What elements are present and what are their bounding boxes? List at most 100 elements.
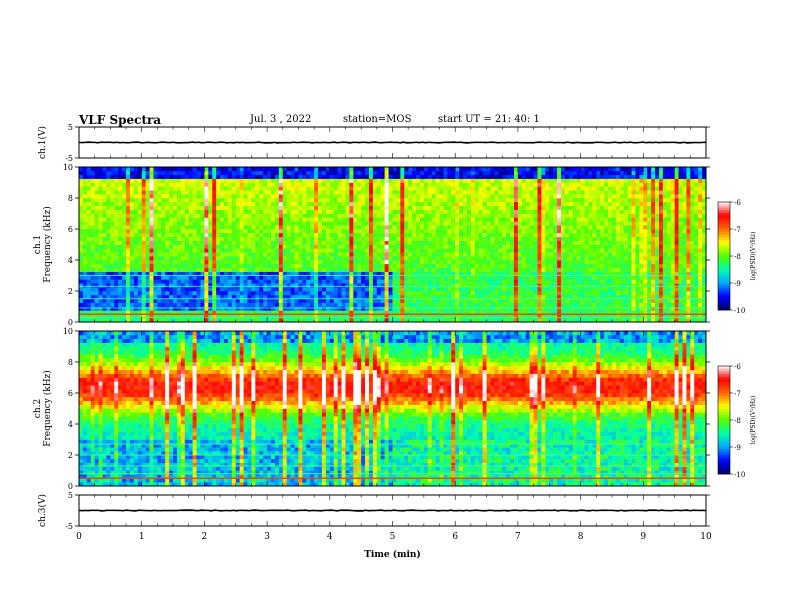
- spectrogram-cell: [416, 240, 421, 245]
- spectrogram-cell: [513, 205, 519, 210]
- spectrogram-cell: [302, 167, 307, 172]
- spectrogram-cell: [192, 236, 197, 241]
- spectrogram-cell: [427, 263, 432, 269]
- spectrogram-cell: [314, 256, 319, 261]
- spectrogram-cell: [298, 318, 303, 323]
- spectrogram-cell: [212, 221, 217, 226]
- spectrogram-cell: [384, 170, 389, 176]
- spectrogram-cell: [349, 221, 354, 226]
- spectrogram-cell: [176, 279, 182, 284]
- spectrogram-cell: [423, 205, 429, 210]
- spectrogram-cell: [306, 279, 311, 284]
- spectrogram-cell: [466, 201, 472, 207]
- spectrogram-cell: [329, 182, 335, 187]
- spectrogram-cell: [149, 232, 154, 238]
- spectrogram-cell: [451, 229, 456, 234]
- spectrogram-cell: [333, 267, 338, 272]
- spectrogram-cell: [188, 287, 193, 292]
- spectrogram-cell: [153, 306, 158, 311]
- spectrogram-cell: [271, 213, 276, 218]
- spectrogram-cell: [498, 287, 503, 292]
- spectrogram-cell: [396, 260, 401, 265]
- spectrogram-cell: [466, 314, 472, 319]
- spectrogram-cell: [549, 314, 554, 319]
- spectrogram-cell: [443, 194, 448, 199]
- spectrogram-cell: [392, 302, 397, 307]
- spectrogram-cell: [498, 167, 503, 172]
- spectrogram-cell: [251, 170, 256, 176]
- spectrogram-cell: [200, 318, 205, 323]
- spectrogram-cell: [216, 302, 221, 307]
- spectrogram-cell: [549, 240, 554, 245]
- spectrogram-cell: [506, 287, 511, 292]
- spectrogram-cell: [329, 213, 335, 218]
- spectrogram-cell: [106, 229, 111, 234]
- spectrogram-cell: [494, 279, 499, 284]
- spectrogram-cell: [79, 167, 84, 172]
- spectrogram-cell: [294, 279, 299, 284]
- spectrogram-cell: [329, 198, 335, 203]
- spectrogram-cell: [306, 201, 311, 207]
- spectrogram-cell: [212, 248, 217, 253]
- spectrogram-cell: [486, 194, 491, 199]
- spectrogram-cell: [396, 240, 401, 245]
- spectrogram-cell: [274, 240, 280, 245]
- spectrogram-cell: [510, 201, 515, 207]
- spectrogram-cell: [325, 318, 331, 323]
- spectrogram-cell: [278, 244, 284, 249]
- spectrogram-cell: [502, 267, 507, 272]
- spectrogram-cell: [98, 186, 103, 191]
- spectrogram-cell: [494, 252, 499, 257]
- spectrogram-cell: [259, 302, 264, 307]
- spectrogram-cell: [208, 263, 213, 269]
- spectrogram-cell: [310, 198, 315, 203]
- spectrogram-cell: [384, 217, 389, 222]
- spectrogram-cell: [290, 306, 295, 311]
- spectrogram-cell: [169, 314, 174, 319]
- spectrogram-cell: [141, 182, 146, 187]
- spectrogram-cell: [204, 267, 209, 272]
- spectrogram-cell: [525, 205, 530, 210]
- spectrogram-cell: [110, 279, 115, 284]
- spectrogram-cell: [490, 213, 495, 218]
- spectrogram-cell: [404, 217, 409, 222]
- spectrogram-cell: [251, 306, 256, 311]
- spectrogram-cell: [122, 283, 127, 288]
- spectrogram-cell: [110, 213, 115, 218]
- spectrogram-cell: [376, 209, 382, 214]
- spectrogram-cell: [412, 252, 417, 257]
- spectrogram-cell: [208, 198, 213, 203]
- spectrogram-cell: [404, 294, 409, 300]
- spectrogram-cell: [184, 186, 190, 191]
- spectrogram-cell: [302, 252, 307, 257]
- spectrogram-cell: [235, 232, 240, 238]
- spectrogram-cell: [400, 198, 405, 203]
- spectrogram-cell: [329, 267, 335, 272]
- spectrogram-cell: [529, 275, 534, 280]
- spectrogram-cell: [192, 167, 197, 172]
- spectrogram-cell: [466, 236, 472, 241]
- spectrogram-cell: [384, 236, 389, 241]
- spectrogram-cell: [286, 263, 291, 269]
- spectrogram-cell: [494, 287, 499, 292]
- spectrogram-cell: [129, 229, 135, 234]
- spectrogram-cell: [545, 201, 550, 207]
- spectrogram-cell: [455, 275, 460, 280]
- spectrogram-cell: [110, 298, 115, 303]
- spectrogram-cell: [384, 225, 389, 230]
- spectrogram-cell: [274, 201, 280, 207]
- spectrogram-cell: [110, 229, 115, 234]
- spectrogram-cell: [341, 178, 346, 183]
- spectrogram-cell: [443, 248, 448, 253]
- spectrogram-cell: [129, 318, 135, 323]
- spectrogram-cell: [223, 232, 229, 238]
- spectrogram-cell: [184, 267, 190, 272]
- spectrogram-cell: [553, 256, 558, 261]
- spectrogram-cell: [341, 167, 346, 172]
- spectrogram-cell: [216, 236, 221, 241]
- spectrogram-cell: [247, 267, 252, 272]
- spectrogram-cell: [553, 248, 558, 253]
- spectrogram-cell: [165, 198, 170, 203]
- spectrogram-cell: [263, 291, 268, 296]
- spectrogram-cell: [274, 213, 280, 218]
